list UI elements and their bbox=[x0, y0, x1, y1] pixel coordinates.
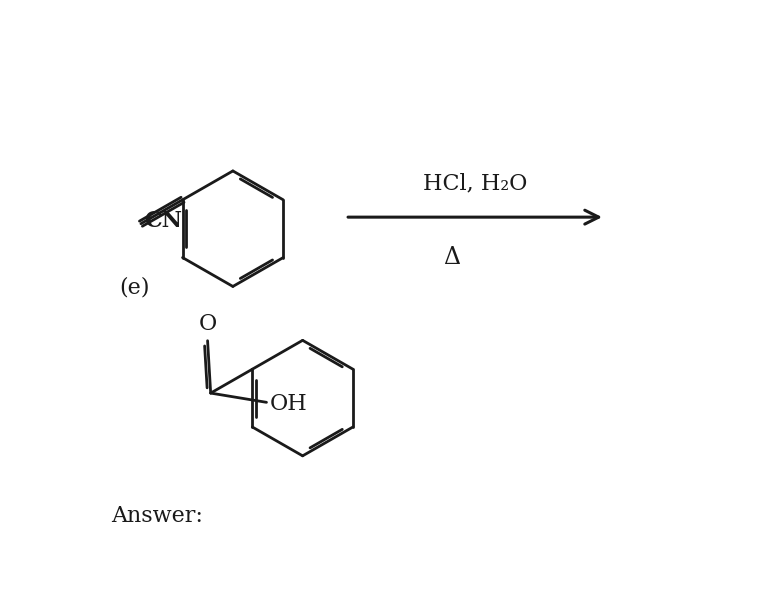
Text: Δ: Δ bbox=[443, 246, 461, 269]
Text: O: O bbox=[199, 312, 218, 334]
Text: (e): (e) bbox=[119, 277, 149, 299]
Text: CN: CN bbox=[144, 211, 182, 232]
Text: Answer:: Answer: bbox=[111, 505, 203, 527]
Text: OH: OH bbox=[269, 393, 307, 415]
Text: HCl, H₂O: HCl, H₂O bbox=[423, 172, 527, 194]
